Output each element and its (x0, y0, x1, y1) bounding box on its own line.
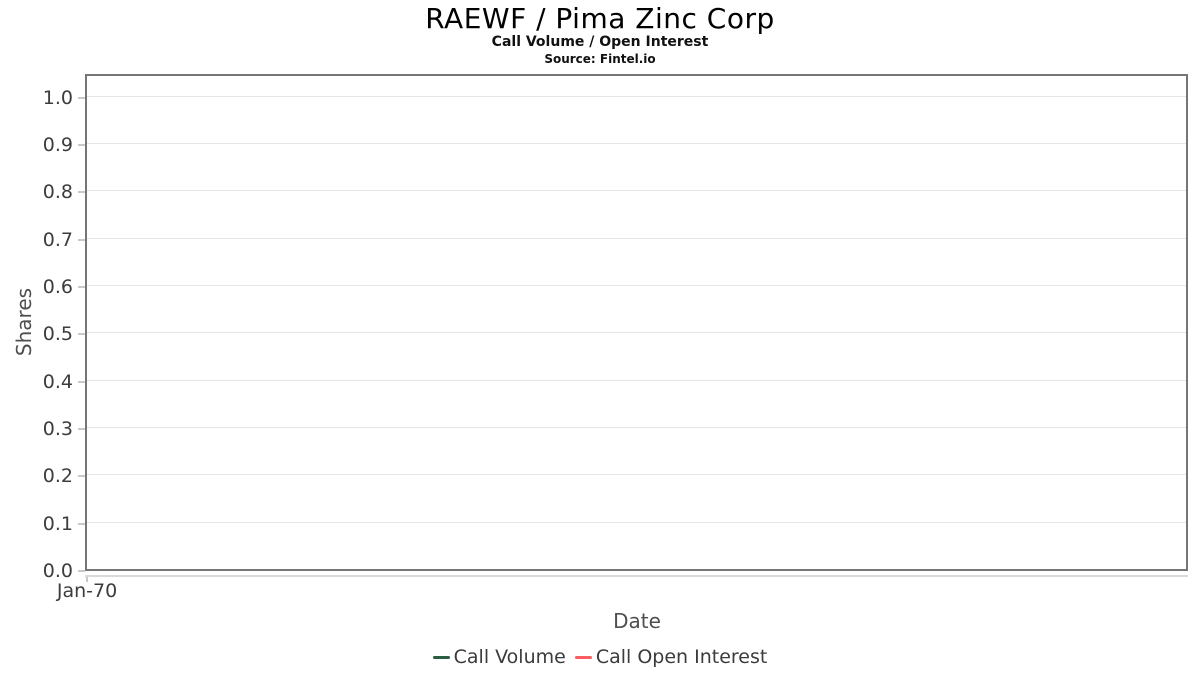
y-tick-label: 0.3 (42, 418, 73, 440)
gridline (87, 521, 1186, 523)
y-tick-mark (78, 286, 85, 288)
chart-title: RAEWF / Pima Zinc Corp (425, 2, 775, 35)
y-tick-label: 0.2 (42, 465, 73, 488)
legend-line-icon (432, 655, 450, 659)
y-tick-label: 0.4 (42, 370, 73, 393)
y-tick-mark (78, 191, 85, 194)
y-tick-label: 0.0 (42, 560, 73, 582)
y-tick-mark (78, 428, 85, 430)
gridline (87, 332, 1186, 334)
y-axis-ticks: 0.0 0.1 0.2 0.3 0.4 0.5 0.6 0.7 0.8 0.9 1.0 (0, 74, 85, 582)
legend: Call Volume Call Open Interest (0, 646, 1200, 668)
legend-label: Call Volume (453, 646, 566, 668)
x-tick-label: Jan-70 (56, 580, 118, 602)
gridline (87, 379, 1186, 381)
gridline (87, 474, 1186, 476)
y-tick-mark (78, 333, 85, 336)
y-tick-label: 0.9 (42, 134, 73, 156)
legend-line-icon (574, 655, 592, 659)
y-tick-mark (78, 522, 85, 525)
x-axis-title: Date (613, 609, 661, 633)
x-axis-line (85, 575, 1188, 577)
gridline (87, 285, 1186, 286)
y-tick-label: 1.0 (42, 86, 73, 109)
gridline (87, 95, 1186, 97)
y-tick-mark (78, 238, 85, 241)
x-tick-mark (86, 577, 88, 582)
gridline (87, 143, 1186, 144)
y-tick-label: 0.1 (42, 512, 73, 535)
legend-item-call-open-interest[interactable]: Call Open Interest (574, 646, 768, 668)
legend-item-call-volume[interactable]: Call Volume (432, 646, 566, 668)
y-tick-label: 0.8 (42, 181, 73, 204)
gridline (87, 427, 1186, 428)
y-tick-label: 0.6 (42, 276, 73, 298)
y-tick-label: 0.7 (42, 228, 73, 251)
y-tick-mark (78, 475, 85, 478)
y-tick-mark (78, 380, 85, 383)
plot-area (85, 74, 1188, 571)
y-tick-mark (78, 570, 85, 572)
gridline (87, 190, 1186, 192)
y-tick-mark (78, 96, 85, 99)
legend-label: Call Open Interest (595, 646, 768, 668)
gridline (87, 237, 1186, 239)
y-tick-label: 0.5 (42, 323, 73, 346)
chart-source: Source: Fintel.io (544, 52, 656, 66)
chart-subtitle: Call Volume / Open Interest (491, 34, 709, 50)
y-tick-mark (78, 144, 85, 146)
